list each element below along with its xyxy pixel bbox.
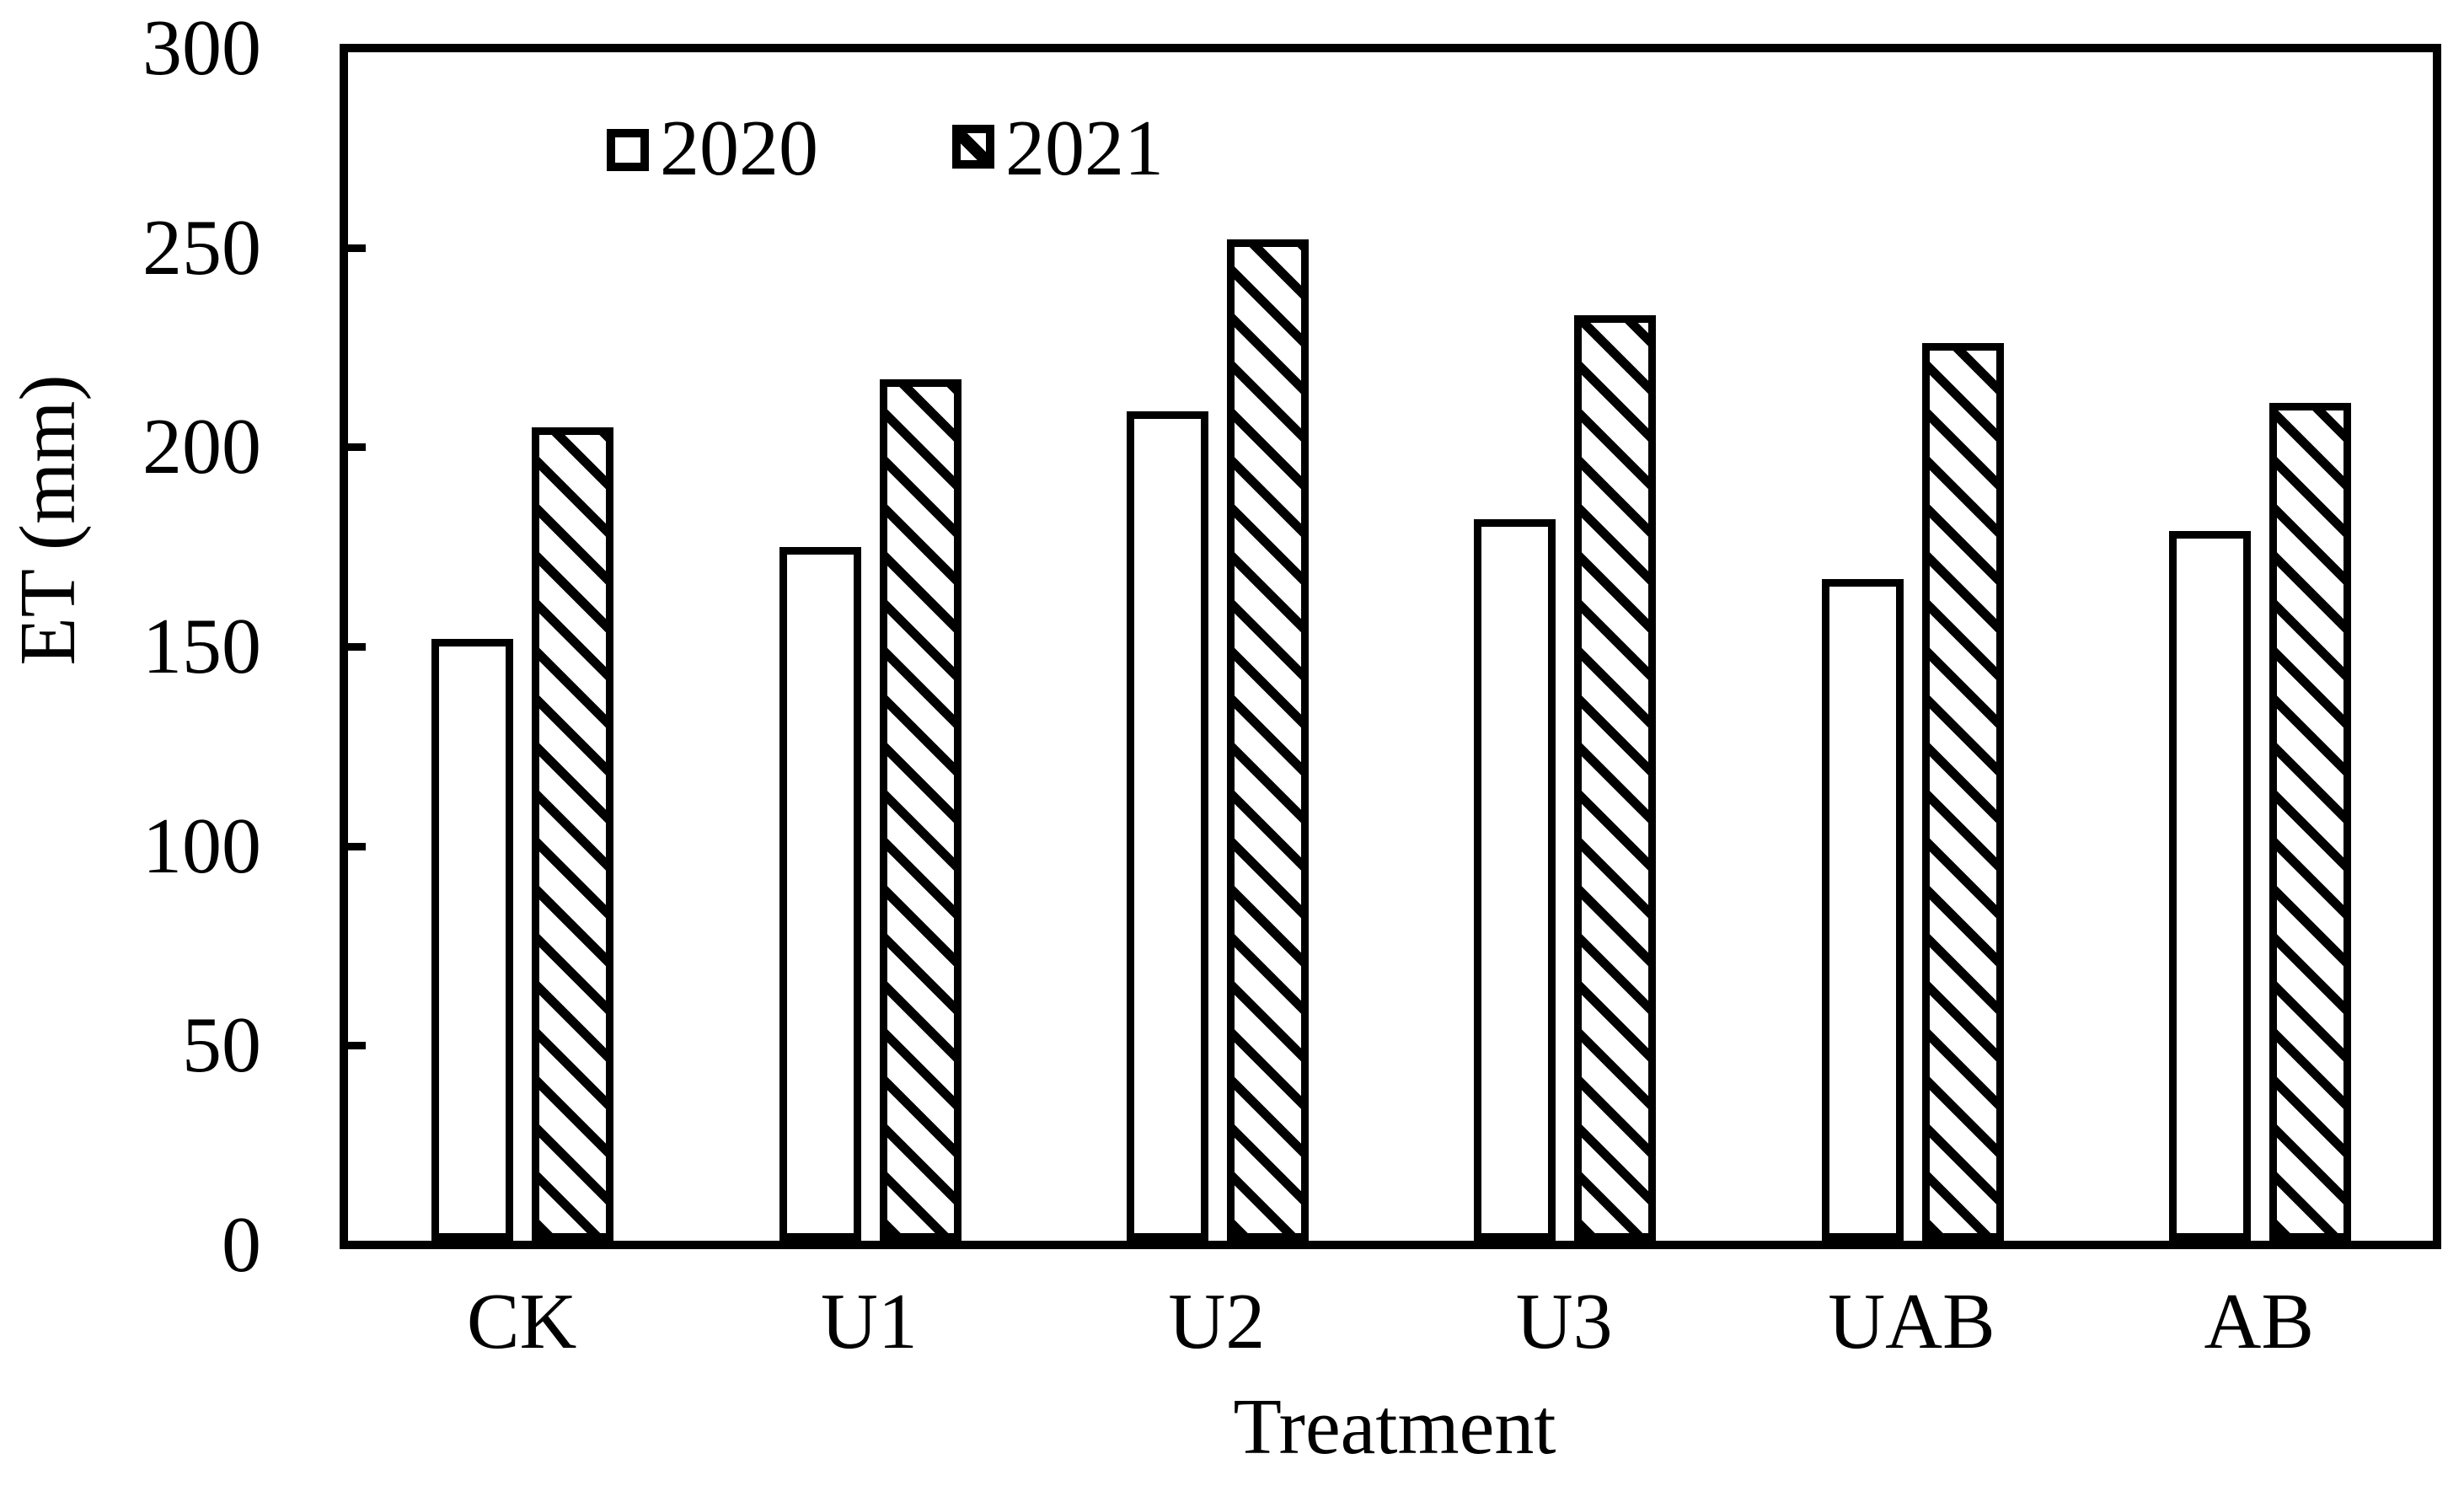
y-tick-50 xyxy=(348,1042,366,1050)
legend-swatch-2021 xyxy=(952,125,994,169)
y-tick-label-200: 200 xyxy=(142,403,261,491)
plot-area-frame xyxy=(340,44,2441,1249)
legend-swatch-2020 xyxy=(607,129,649,171)
bar-2021-U3 xyxy=(1574,315,1657,1241)
x-tick-label-UAB: UAB xyxy=(1828,1278,1995,1365)
bar-2020-U1 xyxy=(779,546,861,1241)
y-tick-label-100: 100 xyxy=(142,802,261,890)
bar-2021-UAB xyxy=(1921,343,2004,1241)
x-tick-label-U1: U1 xyxy=(821,1278,918,1365)
y-tick-label-150: 150 xyxy=(142,603,261,690)
y-tick-label-0: 0 xyxy=(222,1201,261,1289)
x-tick-label-AB: AB xyxy=(2204,1278,2315,1365)
bar-2021-U2 xyxy=(1226,239,1309,1241)
bar-2020-U2 xyxy=(1126,410,1208,1241)
bar-2021-AB xyxy=(2268,403,2351,1241)
y-tick-200 xyxy=(348,443,366,452)
legend-label-2020: 2020 xyxy=(660,105,818,192)
y-tick-label-250: 250 xyxy=(142,203,261,292)
x-tick-label-U2: U2 xyxy=(1168,1278,1266,1365)
y-axis-title: ET (mm) xyxy=(4,374,92,666)
y-tick-250 xyxy=(348,244,366,252)
bar-2021-U1 xyxy=(879,378,961,1241)
bar-2020-UAB xyxy=(1821,578,1904,1241)
bar-2020-AB xyxy=(2168,530,2251,1241)
y-tick-label-300: 300 xyxy=(142,4,261,92)
bar-2020-CK xyxy=(431,638,514,1241)
x-tick-label-CK: CK xyxy=(466,1278,577,1365)
x-axis-title: Treatment xyxy=(1233,1383,1556,1471)
bar-2021-CK xyxy=(532,426,614,1241)
y-tick-100 xyxy=(348,842,366,850)
y-tick-label-50: 50 xyxy=(182,1001,261,1090)
bar-2020-U3 xyxy=(1474,518,1556,1241)
y-tick-150 xyxy=(348,643,366,651)
x-tick-label-U3: U3 xyxy=(1515,1278,1613,1365)
legend-label-2021: 2021 xyxy=(1005,105,1164,192)
